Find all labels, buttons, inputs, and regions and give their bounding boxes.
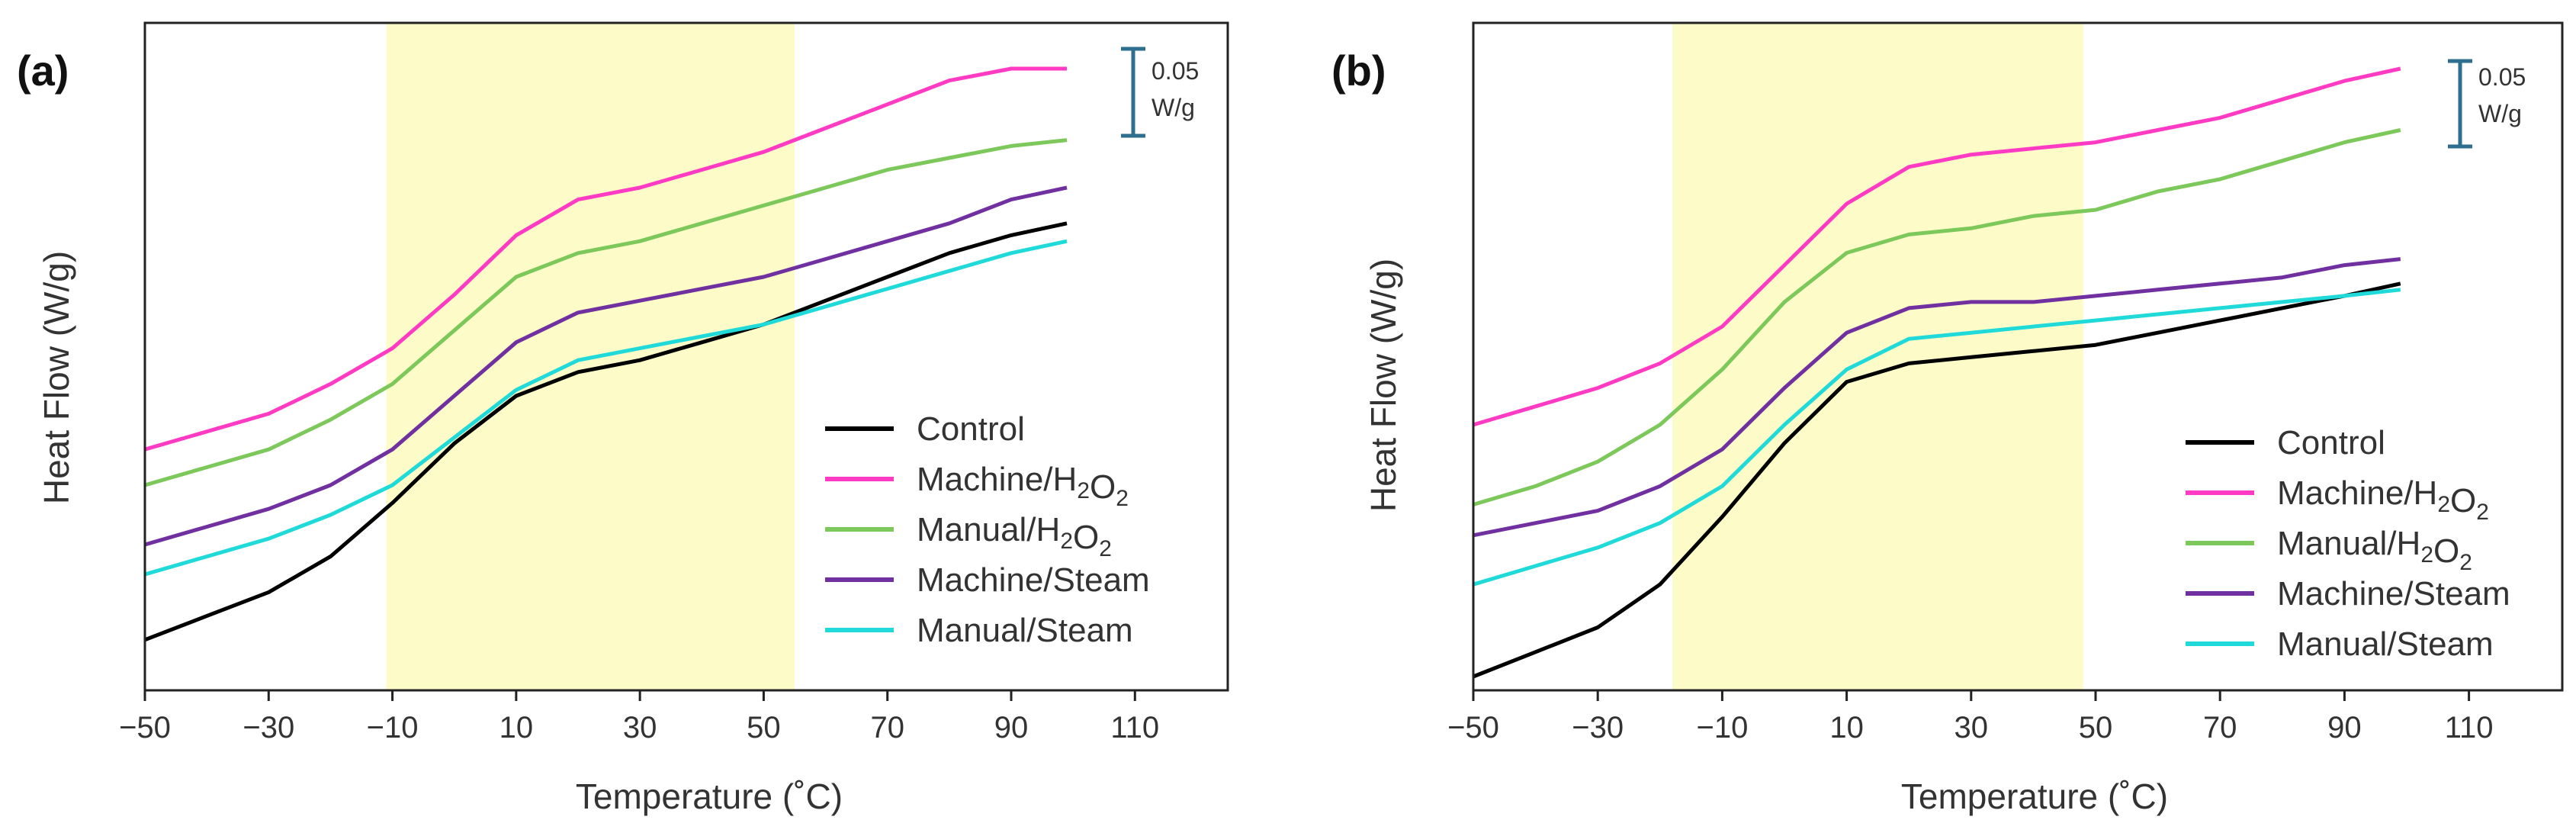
series-line: [144, 221, 1068, 642]
series-line: [144, 66, 1067, 452]
series-line: [144, 138, 1068, 487]
series-line: [1473, 128, 2401, 506]
legend-label: Manual/Steam: [917, 612, 1133, 649]
scale-bar-value: 0.05: [2478, 63, 2526, 91]
x-tick-label: −30: [243, 711, 294, 744]
panel-label: (b): [1331, 47, 1386, 95]
plot-frame: [1472, 21, 2564, 692]
legend-label: Manual/H2O2: [917, 511, 1112, 561]
legend-label: Machine/H2O2: [917, 461, 1129, 511]
x-axis-title: Temperature (˚C): [1901, 777, 2168, 816]
x-tick-label: 50: [2079, 711, 2113, 744]
scale-bar-value: 0.05: [1151, 57, 1199, 85]
series-lines: [1473, 66, 2401, 679]
scale-bar: 0.05 W/g: [2448, 59, 2526, 149]
x-tick-label: 30: [1954, 711, 1989, 744]
x-tick-label: 10: [499, 711, 534, 744]
y-axis-title: Heat Flow (W/g): [37, 251, 76, 504]
series-line: [1473, 281, 2401, 679]
panel-label: (a): [17, 47, 69, 95]
legend-label: Manual/H2O2: [2277, 525, 2472, 575]
x-tick-label: −50: [119, 711, 171, 744]
x-tick-label: 110: [2445, 711, 2494, 744]
legend-label: Control: [917, 410, 1025, 448]
series-line: [1473, 66, 2401, 427]
legend-label: Control: [2277, 424, 2385, 461]
x-axis-ticks: −50 −30 −10 10 30 50 70 90 110: [1447, 690, 2493, 744]
legend-label: Manual/Steam: [2277, 625, 2494, 663]
x-axis-ticks: −50 −30 −10 10 30 50 70 90 110: [119, 690, 1159, 744]
series-line: [1473, 257, 2401, 538]
legend-label: Machine/Steam: [2277, 575, 2510, 613]
x-tick-label: 70: [870, 711, 904, 744]
x-tick-label: −10: [367, 711, 419, 744]
legend-label: Machine/Steam: [917, 561, 1150, 599]
x-tick-label: −50: [1447, 711, 1499, 744]
x-tick-label: 50: [747, 711, 781, 744]
legend: Control Machine/H2O2Manual/H2O2Machine/St…: [825, 410, 1150, 649]
series-line: [1473, 288, 2401, 587]
series-lines: [144, 66, 1068, 642]
scale-bar-unit: W/g: [1151, 94, 1195, 121]
x-axis-title: Temperature (˚C): [576, 777, 843, 816]
series-line: [144, 239, 1068, 577]
x-tick-label: −10: [1696, 711, 1748, 744]
glass-transition-highlight: [1672, 23, 2083, 690]
legend: Control Machine/H2O2Manual/H2O2Machine/St…: [2186, 424, 2510, 663]
legend-label: Machine/H2O2: [2277, 474, 2489, 525]
x-tick-label: −30: [1572, 711, 1624, 744]
x-tick-label: 90: [994, 711, 1029, 744]
series-line: [144, 185, 1068, 547]
x-tick-label: 90: [2327, 711, 2362, 744]
y-axis-title: Heat Flow (W/g): [1363, 259, 1403, 512]
x-tick-label: 110: [1110, 711, 1159, 744]
x-tick-label: 30: [623, 711, 657, 744]
panel-b: (b) −50 −30 −10 10 30 50 70 90 110 Temperature (…: [1331, 21, 2564, 816]
x-tick-label: 10: [1829, 711, 1864, 744]
panel-a: (a) −50 −30 −10 10 30 50 70 90 110 Temperature (…: [17, 21, 1229, 816]
scale-bar: 0.05 W/g: [1121, 47, 1199, 138]
scale-bar-unit: W/g: [2478, 100, 2522, 127]
plot-frame: [143, 21, 1229, 692]
x-tick-label: 70: [2203, 711, 2237, 744]
